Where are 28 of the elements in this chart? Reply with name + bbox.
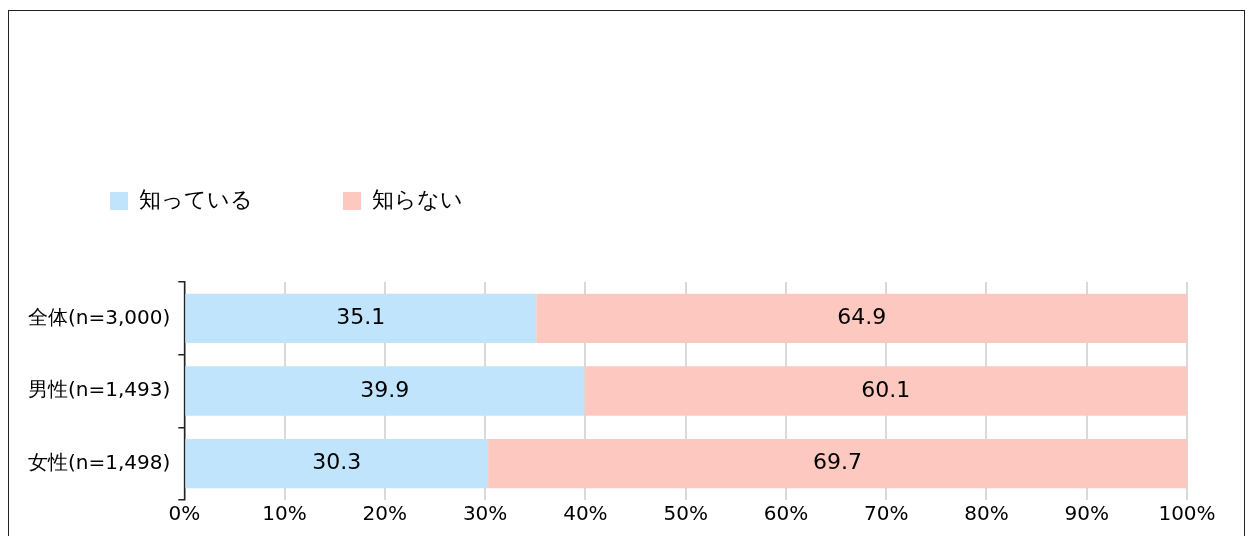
x-tick-label: 70%: [863, 501, 909, 526]
bar: [584, 366, 1187, 416]
data-label: 30.3: [312, 449, 362, 475]
bar: [185, 293, 537, 344]
bar: [185, 438, 489, 489]
x-tick-label: 40%: [563, 501, 608, 526]
bar: [185, 366, 585, 416]
x-tick-label: 80%: [964, 501, 1009, 526]
data-label: 64.9: [837, 304, 887, 330]
data-label: 39.9: [360, 376, 410, 402]
x-tick-label: 10%: [262, 501, 307, 526]
bar: [488, 438, 1187, 489]
x-tick-label: 60%: [763, 501, 809, 526]
legend-label: 知らない: [372, 186, 463, 212]
x-tick-label: 30%: [462, 501, 508, 526]
x-tick-label: 100%: [1158, 501, 1216, 526]
bar: [536, 293, 1187, 344]
x-tick-label: 90%: [1064, 501, 1109, 526]
y-tick-label: 女性(n=1,498): [28, 449, 171, 474]
x-tick-label: 50%: [663, 501, 708, 526]
x-tick-label: 0%: [168, 501, 201, 526]
data-label: 60.1: [861, 376, 911, 402]
legend-label: 知っている: [139, 186, 253, 212]
x-tick-label: 20%: [362, 501, 408, 526]
data-label: 69.7: [813, 449, 863, 475]
y-tick-label: 男性(n=1,493): [28, 377, 171, 402]
data-label: 35.1: [336, 304, 386, 330]
y-tick-label: 全体(n=3,000): [28, 304, 171, 329]
